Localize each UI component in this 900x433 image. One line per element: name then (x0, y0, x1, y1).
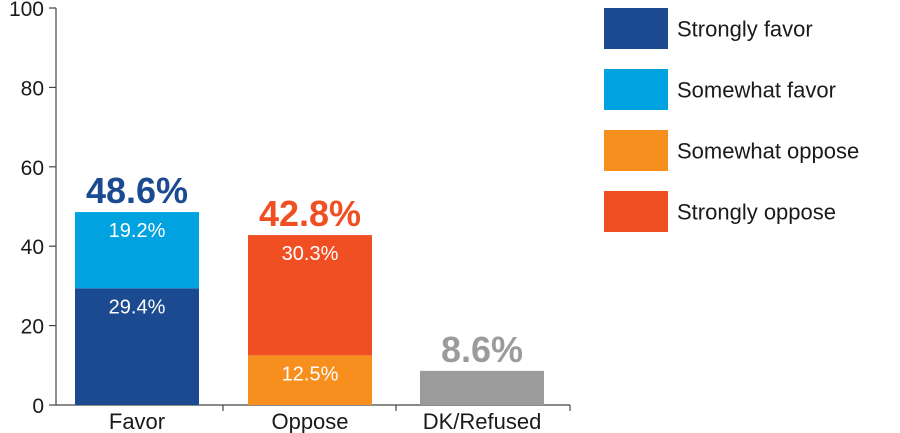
bar-segment-label: 30.3% (282, 243, 339, 265)
y-tick-label: 20 (21, 316, 44, 339)
y-tick-label: 60 (21, 157, 44, 180)
bar-segment-label: 12.5% (282, 363, 339, 385)
legend-swatch (604, 8, 668, 49)
legend-label: Somewhat favor (677, 78, 836, 103)
y-tick-label: 0 (32, 395, 44, 418)
legend-swatch (604, 69, 668, 110)
y-tick-label: 100 (9, 0, 44, 21)
bar-total-label: 42.8% (259, 193, 361, 234)
bar-segment (248, 235, 372, 356)
x-category-label: Oppose (271, 409, 348, 433)
y-tick-label: 80 (21, 77, 44, 100)
x-category-label: DK/Refused (423, 409, 542, 433)
bar-segment-label: 19.2% (109, 220, 166, 242)
y-tick-label: 40 (21, 236, 44, 259)
legend-label: Somewhat oppose (677, 139, 859, 164)
bar-segment (420, 370, 544, 405)
bar-total-label: 8.6% (441, 329, 523, 370)
bar-segment (75, 288, 199, 405)
bar-total-label: 48.6% (86, 170, 188, 211)
legend-swatch (604, 191, 668, 232)
x-category-label: Favor (109, 409, 165, 433)
legend-swatch (604, 130, 668, 171)
bar-segment (248, 355, 372, 405)
bar-segment (75, 212, 199, 289)
legend-label: Strongly favor (677, 17, 813, 42)
legend-label: Strongly oppose (677, 200, 836, 225)
bar-segment-label: 29.4% (109, 296, 166, 318)
